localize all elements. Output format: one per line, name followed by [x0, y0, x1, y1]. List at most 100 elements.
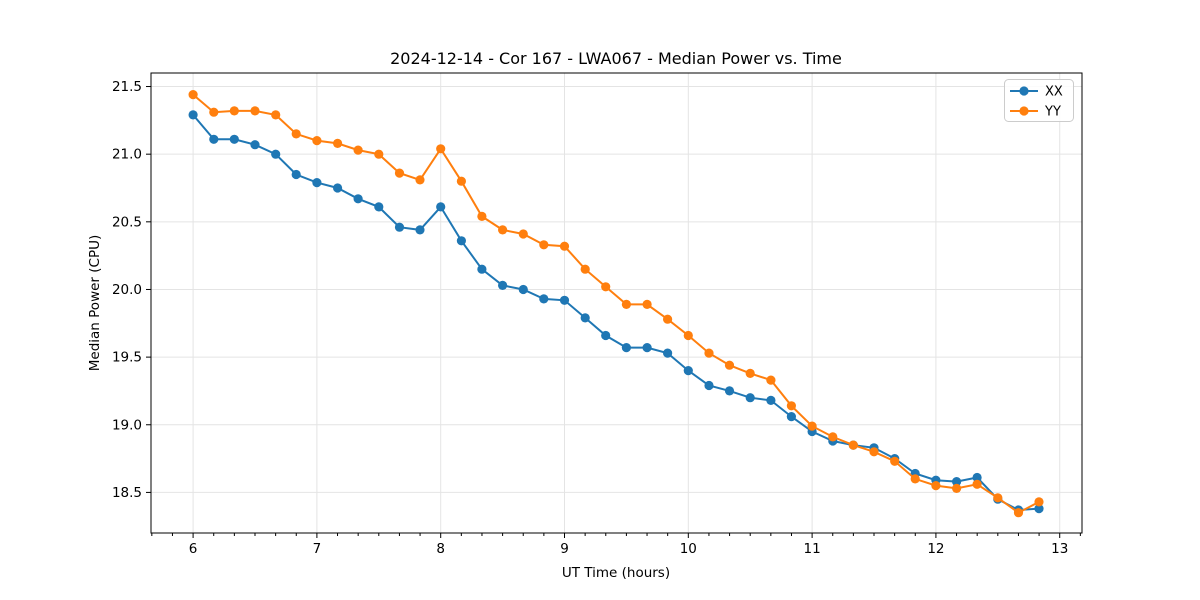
data-point-marker-xx — [601, 330, 611, 341]
data-point-marker-yy — [518, 229, 528, 239]
x-tick-label: 6 — [189, 541, 198, 557]
x-tick-label: 8 — [436, 541, 445, 557]
data-point-marker-xx — [333, 183, 343, 193]
legend-item-xx: XX — [1010, 85, 1063, 100]
chart-title: 2024-12-14 - Cor 167 - LWA067 - Median P… — [390, 49, 842, 68]
data-point-marker-yy — [1034, 497, 1044, 507]
data-point-marker-xx — [436, 202, 446, 212]
data-point-marker-yy — [415, 175, 425, 185]
data-point-marker-yy — [291, 129, 301, 139]
y-tick-label: 21.5 — [112, 79, 142, 95]
data-point-marker-xx — [498, 280, 508, 290]
y-tick-label: 21.0 — [112, 147, 142, 163]
data-point-marker-xx — [353, 194, 363, 204]
data-point-marker-xx — [374, 202, 384, 212]
legend-label-yy: YY — [1044, 105, 1061, 120]
data-point-marker-yy — [910, 474, 920, 484]
legend: XX YY — [1004, 79, 1074, 122]
data-point-marker-yy — [456, 176, 466, 186]
x-axis-label: UT Time (hours) — [562, 565, 670, 581]
data-point-marker-yy — [993, 493, 1003, 503]
data-point-marker-yy — [436, 144, 446, 154]
data-point-marker-xx — [477, 264, 487, 274]
legend-frame — [1004, 79, 1074, 122]
data-point-marker-yy — [952, 483, 962, 493]
data-point-marker-yy — [890, 456, 900, 466]
y-tick-label: 20.5 — [112, 214, 142, 230]
data-point-marker-yy — [931, 481, 941, 491]
data-point-marker-xx — [229, 134, 239, 144]
data-point-marker-xx — [745, 393, 755, 403]
data-point-marker-yy — [209, 107, 219, 117]
series-line-xx — [192, 114, 1040, 512]
data-point-marker-xx — [972, 472, 982, 483]
x-tick-label: 11 — [804, 541, 821, 557]
gridlines — [151, 73, 1082, 533]
legend-label-xx: XX — [1045, 85, 1063, 100]
x-tick-label: 12 — [927, 541, 944, 557]
data-point-marker-yy — [559, 241, 570, 251]
data-point-marker-yy — [786, 401, 797, 411]
data-point-marker-yy — [807, 421, 817, 431]
data-point-marker-xx — [704, 380, 714, 391]
data-point-marker-xx — [952, 477, 962, 487]
y-tick-label: 20.0 — [112, 282, 142, 298]
data-point-marker-yy — [621, 299, 632, 309]
data-point-marker-yy — [869, 447, 879, 457]
data-point-marker-yy — [374, 149, 384, 159]
data-point-marker-xx — [786, 412, 797, 422]
data-point-marker-yy — [333, 138, 343, 148]
x-tick-label: 7 — [313, 541, 322, 557]
data-point-marker-yy — [312, 136, 322, 146]
data-point-marker-xx — [766, 395, 776, 405]
data-point-marker-xx — [518, 284, 528, 295]
y-axis-label: Median Power (CPU) — [87, 235, 103, 371]
x-tick-label: 10 — [680, 541, 697, 557]
y-tick-label: 19.0 — [112, 417, 142, 433]
data-point-marker-xx — [559, 295, 570, 305]
data-point-marker-yy — [394, 168, 405, 178]
data-point-marker-yy — [250, 106, 260, 116]
data-point-marker-xx — [250, 140, 260, 150]
data-point-marker-yy — [580, 264, 590, 274]
data-point-marker-yy — [271, 110, 281, 120]
data-point-marker-xx — [415, 225, 425, 235]
data-point-marker-xx — [724, 386, 735, 396]
data-point-marker-yy — [745, 368, 755, 378]
tick-labels: 6 7 8 9 10 11 12 13 18.5 19.0 19.5 20.0 20.5 21.0 21.5 — [112, 79, 1068, 557]
data-point-marker-xx — [1034, 504, 1044, 514]
legend-marker-yy — [1019, 106, 1029, 116]
data-point-marker-yy — [828, 432, 838, 442]
data-point-marker-yy — [642, 299, 652, 309]
data-point-marker-xx — [291, 169, 301, 180]
data-point-marker-yy — [353, 145, 363, 155]
data-point-marker-yy — [1013, 508, 1024, 518]
data-point-marker-yy — [766, 375, 776, 385]
y-tick-label: 19.5 — [112, 350, 142, 366]
data-point-marker-yy — [539, 240, 549, 250]
data-point-marker-yy — [498, 225, 508, 235]
data-point-marker-yy — [724, 360, 735, 370]
data-point-marker-xx — [188, 110, 198, 120]
data-point-marker-xx — [312, 178, 322, 188]
legend-item-yy: YY — [1010, 105, 1061, 120]
plot-frame — [150, 72, 1083, 534]
data-point-marker-xx — [621, 343, 632, 353]
data-series — [188, 90, 1044, 518]
x-tick-label: 9 — [560, 541, 569, 557]
data-point-marker-yy — [188, 90, 198, 100]
data-point-marker-xx — [580, 313, 590, 323]
data-point-marker-yy — [848, 440, 858, 450]
data-point-marker-yy — [477, 211, 487, 221]
data-point-marker-yy — [229, 106, 239, 116]
data-point-marker-xx — [539, 294, 549, 304]
y-tick-label: 18.5 — [112, 485, 142, 501]
data-point-marker-xx — [456, 236, 466, 246]
data-point-marker-xx — [663, 348, 673, 358]
data-point-marker-yy — [683, 330, 693, 341]
x-tick-label: 13 — [1051, 541, 1068, 557]
data-point-marker-yy — [972, 479, 982, 489]
data-point-marker-xx — [394, 222, 405, 232]
